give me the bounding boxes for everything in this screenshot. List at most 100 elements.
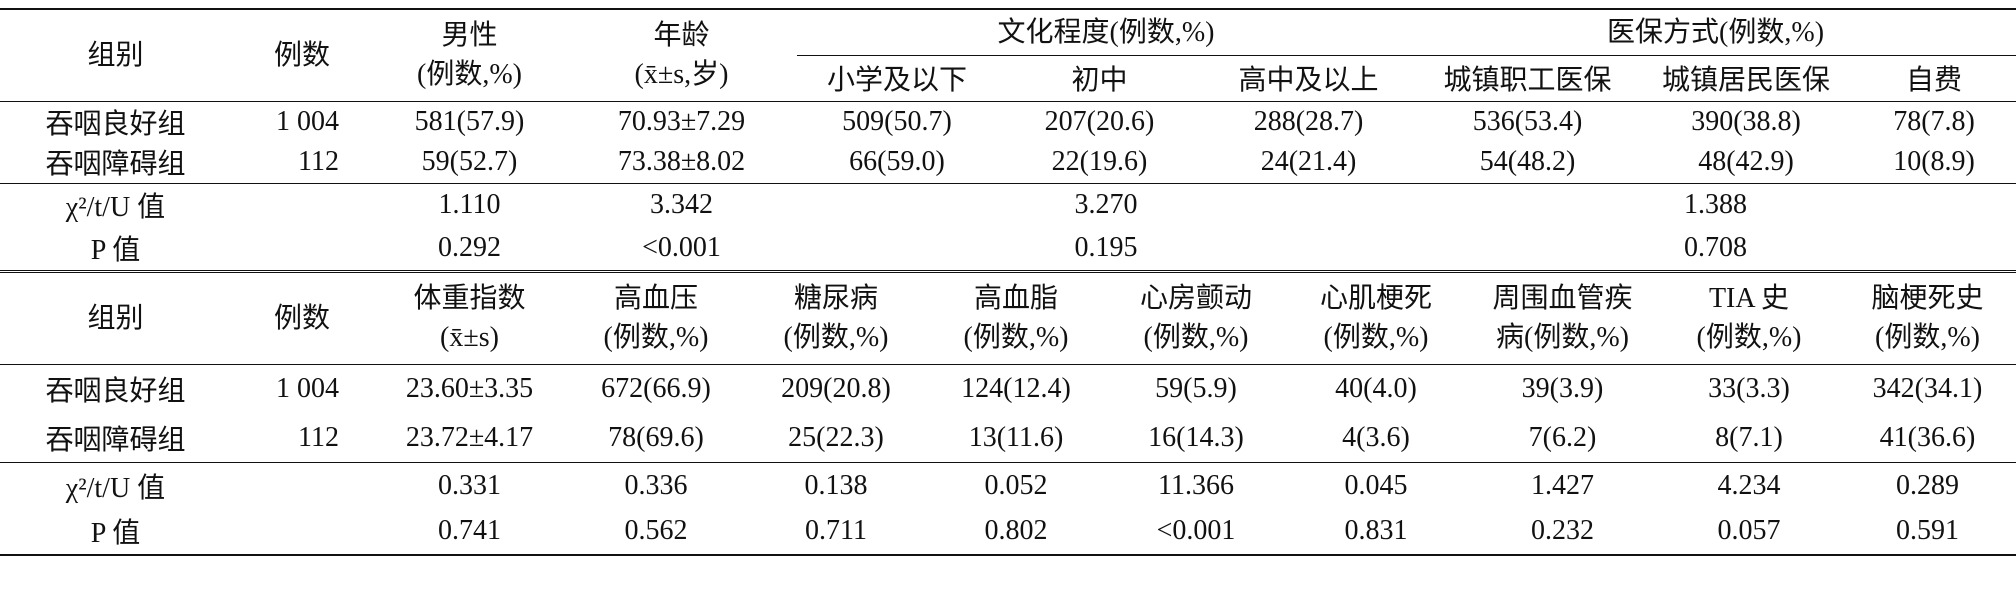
empty-cell <box>231 227 373 271</box>
column-header: 组别 <box>0 9 231 102</box>
column-header: 例数 <box>231 272 373 365</box>
sub-header: 初中 <box>997 55 1202 102</box>
table-cell: 23.72±4.17 <box>405 421 534 453</box>
table-row: χ²/t/U 值 0.331 0.336 0.138 0.052 11.366 0.045 1… <box>0 462 2016 509</box>
stat-value: 3.270 <box>797 182 1416 227</box>
table-cell: 25(22.3) <box>788 421 884 453</box>
cell-line: 体重指数 <box>413 283 526 315</box>
stat-value: 0.052 <box>926 462 1106 509</box>
cell-line: 例数 <box>273 302 330 334</box>
table-cell: 581(57.9) <box>414 105 525 137</box>
table-row: 吞咽良好组 1 004 23.60±3.35 672(66.9) 209(20.8) 12… <box>0 365 2016 414</box>
table-cell: 66(59.0) <box>849 146 945 178</box>
stat-value: 0.292 <box>438 232 501 264</box>
cell-line: (例数,%) <box>1696 322 1802 354</box>
table-cell: 59(52.7) <box>421 146 518 178</box>
table-cell: 112 <box>298 146 339 178</box>
stat-value: 1.110 <box>373 182 566 227</box>
table-part-2: 组别 例数 体重指数 (x̄±s) 高血压 (例数,%) 糖尿病 (例数,%) 高血脂 (例数,%… <box>0 272 2016 556</box>
stat-value: 0.711 <box>805 515 867 546</box>
sub-header: 自费 <box>1852 55 2016 102</box>
table-cell: 33(3.3) <box>1708 373 1790 405</box>
stat-value: 0.562 <box>624 515 688 546</box>
group-header: 医保方式(例数,%) <box>1415 9 2016 56</box>
table-row: 组别 例数 体重指数 (x̄±s) 高血压 (例数,%) 糖尿病 (例数,%) 高血脂 (例数,%… <box>0 272 2016 365</box>
table-cell: 7(6.2) <box>1528 421 1597 453</box>
stat-label: P 值 <box>90 518 141 549</box>
cell-line: 例数 <box>273 39 330 71</box>
table-cell: 73.38±8.02 <box>617 146 746 178</box>
stat-value: 1.427 <box>1466 462 1659 509</box>
column-header: 体重指数 (x̄±s) <box>373 272 566 365</box>
stat-value: 0.289 <box>1839 462 2016 509</box>
stat-value: 0.057 <box>1717 515 1781 546</box>
table-cell: 48(42.9) <box>1698 146 1794 178</box>
table-row: 小学及以下 初中 高中及以上 城镇职工医保 城镇居民医保 自费 <box>0 55 2016 102</box>
table-cell: 209(20.8) <box>781 373 891 405</box>
table-cell: 23.60±3.35 <box>405 373 534 405</box>
empty-cell <box>231 462 373 509</box>
table-row: 吞咽良好组 1 004 581(57.9) 70.93±7.29 509(50.7) 20… <box>0 101 2016 142</box>
column-header: 高血脂 (例数,%) <box>926 272 1106 365</box>
empty-cell <box>231 509 373 555</box>
table-cell: 70.93±7.29 <box>617 105 746 137</box>
sub-header: 高中及以上 <box>1202 55 1416 102</box>
cell-line: 年龄 <box>653 20 710 52</box>
cell-line: 心肌梗死 <box>1319 283 1432 315</box>
stat-value: 0.232 <box>1531 515 1594 546</box>
stat-value: 1.388 <box>1415 182 2016 227</box>
table-cell: 207(20.6) <box>1044 105 1155 137</box>
cell-line: (例数,%) <box>1323 322 1429 354</box>
stat-value: <0.001 <box>642 232 721 264</box>
table-row: 吞咽障碍组 112 23.72±4.17 78(69.6) 25(22.3) 13(11.… <box>0 414 2016 463</box>
cell-line: 高血压 <box>613 283 698 315</box>
table-cell: 吞咽障碍组 <box>45 424 186 456</box>
table-cell: 22(19.6) <box>1051 146 1148 178</box>
table-cell: 342(34.1) <box>1872 373 1983 405</box>
table-cell: 41(36.6) <box>1879 421 1976 453</box>
column-header: 例数 <box>231 9 373 102</box>
cell-line: (x̄±s) <box>440 322 499 354</box>
stat-value: 0.336 <box>566 462 746 509</box>
table-cell: 1 004 <box>276 105 339 137</box>
table-cell: 54(48.2) <box>1479 146 1576 178</box>
table-cell: 10(8.9) <box>1893 146 1975 178</box>
table-row: 吞咽障碍组 112 59(52.7) 73.38±8.02 66(59.0) 22(19.… <box>0 142 2016 183</box>
table-cell: 吞咽良好组 <box>45 108 186 140</box>
stat-value: 0.741 <box>438 515 501 546</box>
cell-line: 病(例数,%) <box>1496 322 1629 354</box>
stat-label: P 值 <box>90 235 141 267</box>
table-cell: 536(53.4) <box>1472 105 1583 137</box>
stat-value: 0.802 <box>984 515 1048 546</box>
table-cell: 78(69.6) <box>608 421 704 453</box>
stat-value: 11.366 <box>1106 462 1286 509</box>
sub-header: 城镇职工医保 <box>1415 55 1641 102</box>
cell-line: (例数,%) <box>783 322 889 354</box>
column-header: 心房颤动 (例数,%) <box>1106 272 1286 365</box>
cell-line: 高血脂 <box>973 283 1058 315</box>
column-header: 男性 (例数,%) <box>373 9 566 102</box>
stat-value: 0.045 <box>1286 462 1466 509</box>
cell-line: 脑梗死史 <box>1871 283 1984 315</box>
table-cell: 吞咽良好组 <box>45 376 186 408</box>
group-header: 文化程度(例数,%) <box>797 9 1416 56</box>
cell-line: (例数,%) <box>963 322 1069 354</box>
table-cell: 吞咽障碍组 <box>45 149 186 181</box>
table-row: P 值 0.292 <0.001 0.195 0.708 <box>0 227 2016 271</box>
table-cell: 16(14.3) <box>1148 421 1244 453</box>
column-header: 高血压 (例数,%) <box>566 272 746 365</box>
page: 组别 例数 男性 (例数,%) 年龄 (x̄±s,岁) 文化程度(例数,%) 医保方式(例数,… <box>0 8 2016 556</box>
cell-line: (x̄±s,岁) <box>634 59 729 91</box>
stat-label: χ²/t/U 值 <box>0 182 231 227</box>
column-header: 糖尿病 (例数,%) <box>746 272 926 365</box>
table-cell: 288(28.7) <box>1253 105 1364 137</box>
cell-line: (例数,%) <box>1875 322 1980 354</box>
stat-value: 0.331 <box>373 462 566 509</box>
column-header: 脑梗死史 (例数,%) <box>1839 272 2016 365</box>
table-cell: 13(11.6) <box>968 421 1064 453</box>
table-cell: 4(3.6) <box>1342 421 1410 453</box>
column-header: 年龄 (x̄±s,岁) <box>566 9 797 102</box>
table-row: χ²/t/U 值 1.110 3.342 3.270 1.388 <box>0 182 2016 227</box>
column-header: 心肌梗死 (例数,%) <box>1286 272 1466 365</box>
cell-line: (例数,%) <box>417 59 522 91</box>
